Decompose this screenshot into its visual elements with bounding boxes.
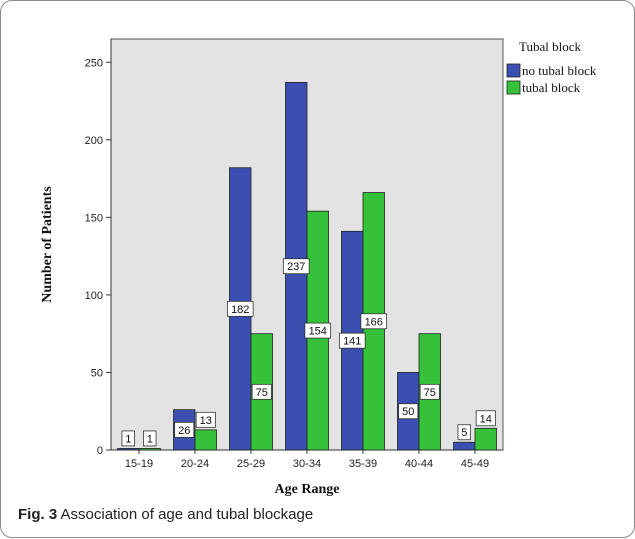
data-label: 75	[251, 383, 272, 400]
bar	[117, 448, 140, 451]
legend-entry: no tubal block	[522, 63, 597, 78]
data-label: 166	[360, 313, 388, 330]
x-tick-label: 20-24	[181, 458, 209, 470]
bar	[474, 427, 497, 451]
svg-text:75: 75	[256, 387, 268, 399]
figure-caption: Fig. 3 Association of age and tubal bloc…	[18, 506, 313, 523]
data-label: 50	[398, 403, 419, 420]
x-tick-label: 45-49	[461, 458, 489, 470]
svg-text:50: 50	[402, 406, 414, 418]
y-tick-label: 150	[85, 212, 103, 224]
data-label: 5	[457, 424, 471, 441]
bar	[453, 441, 476, 451]
y-axis-label: Number of Patients	[40, 186, 55, 303]
bar	[194, 429, 217, 451]
y-tick-label: 100	[85, 290, 103, 302]
legend-entry: tubal block	[522, 80, 581, 95]
svg-text:182: 182	[231, 304, 249, 316]
x-tick-label: 40-44	[405, 458, 433, 470]
x-tick-label: 25-29	[237, 458, 265, 470]
legend-swatch	[506, 80, 521, 95]
data-label: 154	[304, 322, 332, 339]
legend-swatch	[506, 63, 521, 78]
data-label: 26	[174, 421, 195, 438]
svg-text:75: 75	[424, 387, 436, 399]
data-label: 75	[419, 383, 440, 400]
data-label: 14	[475, 410, 496, 427]
data-label: 13	[195, 411, 216, 428]
caption-label: Fig. 3	[18, 506, 58, 523]
legend-title: Tubal block	[519, 39, 581, 54]
svg-text:1: 1	[125, 433, 131, 445]
svg-text:14: 14	[480, 413, 492, 425]
data-labels: 1 1 26 13 182 75 237 154 141 166 50 75 5 14	[121, 258, 496, 447]
y-tick-label: 250	[85, 57, 103, 69]
svg-text:13: 13	[200, 415, 212, 427]
legend: Tubal block no tubal block tubal block	[506, 39, 597, 95]
x-axis-label: Age Range	[275, 482, 340, 497]
data-label: 1	[143, 430, 157, 447]
caption-text: Association of age and tubal blockage	[60, 506, 314, 523]
svg-text:154: 154	[309, 326, 327, 338]
bar	[138, 448, 161, 451]
y-tick-label: 50	[91, 367, 103, 379]
svg-text:1: 1	[147, 433, 153, 445]
y-tick-label: 0	[97, 445, 103, 457]
x-tick-label: 15-19	[125, 458, 153, 470]
x-tick-label: 35-39	[349, 458, 377, 470]
data-label: 1	[121, 430, 135, 447]
svg-text:141: 141	[343, 336, 361, 348]
svg-text:26: 26	[178, 425, 190, 437]
data-label: 182	[226, 300, 254, 317]
y-tick-label: 200	[85, 135, 103, 147]
svg-text:166: 166	[365, 316, 383, 328]
data-label: 141	[338, 332, 366, 349]
data-label: 237	[282, 258, 310, 275]
svg-text:5: 5	[461, 427, 467, 439]
svg-text:237: 237	[287, 261, 305, 273]
x-tick-label: 30-34	[293, 458, 321, 470]
